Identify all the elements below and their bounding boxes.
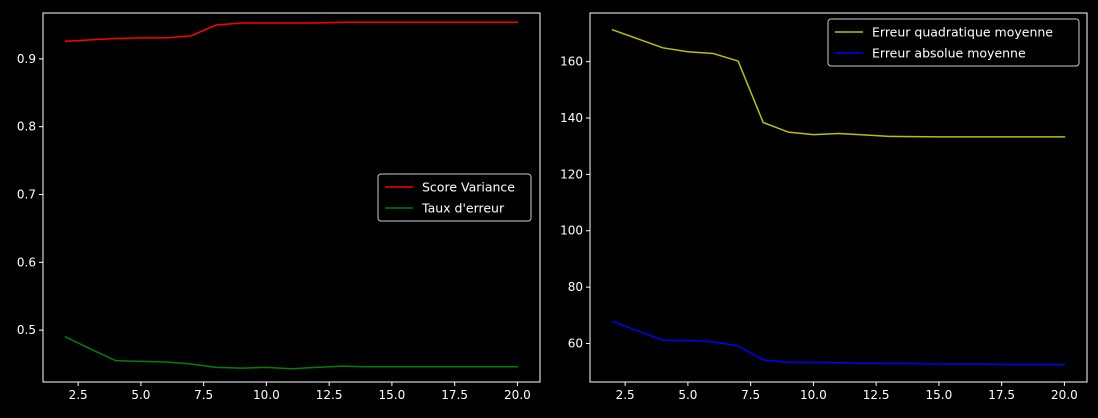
- y-tick-label: 100: [560, 224, 583, 238]
- right-chart-panel: 2.5 5.0 7.5 10.0 12.5 15.0 17.5 20.0 60 80 100 120 1…: [560, 12, 1088, 402]
- left-chart-panel: 2.5 5.0 7.5 10.0 12.5 15.0 17.5 20.0 0.5 0.6 0.7 0.…: [17, 12, 541, 402]
- legend-label: Erreur absolue moyenne: [872, 46, 1026, 61]
- legend: Erreur quadratique moyenne Erreur absolue…: [827, 18, 1080, 67]
- x-tick-label: 5.0: [678, 388, 697, 402]
- x-tick-label: 10.0: [253, 388, 280, 402]
- series-line-1: [64, 21, 519, 43]
- x-tick-label: 12.5: [863, 388, 890, 402]
- x-tick-label: 20.0: [504, 388, 531, 402]
- x-tick-label: 2.5: [616, 388, 635, 402]
- legend-label: Score Variance: [422, 180, 515, 195]
- x-tick-label: 2.5: [69, 388, 88, 402]
- x-tick-label: 5.0: [131, 388, 150, 402]
- series-line-1: [611, 28, 1066, 138]
- x-tick-label: 17.5: [441, 388, 468, 402]
- y-tick-label: 0.5: [17, 323, 36, 337]
- legend-label: Taux d'erreur: [421, 201, 505, 216]
- x-tick-label: 10.0: [800, 388, 827, 402]
- legend-box: [377, 173, 532, 222]
- x-tick-label: 17.5: [988, 388, 1015, 402]
- legend-label: Erreur quadratique moyenne: [872, 25, 1053, 40]
- series-line-2: [64, 335, 519, 370]
- y-tick-label: 0.6: [17, 255, 36, 269]
- x-tick-label: 15.0: [379, 388, 406, 402]
- x-tick-label: 12.5: [316, 388, 343, 402]
- y-tick-label: 140: [560, 111, 583, 125]
- y-tick-label: 0.9: [17, 52, 36, 66]
- y-tick-label: 120: [560, 167, 583, 181]
- series-line-2: [611, 320, 1066, 366]
- x-tick-label: 7.5: [194, 388, 213, 402]
- legend-box: [827, 18, 1080, 67]
- x-tick-label: 15.0: [926, 388, 953, 402]
- y-tick-label: 60: [568, 336, 583, 350]
- plot-area-frame: [589, 12, 1088, 383]
- y-tick-label: 0.7: [17, 188, 36, 202]
- y-tick-label: 160: [560, 55, 583, 69]
- y-tick-label: 80: [568, 280, 583, 294]
- legend: Score Variance Taux d'erreur: [377, 173, 532, 222]
- y-tick-label: 0.8: [17, 120, 36, 134]
- x-tick-label: 7.5: [741, 388, 760, 402]
- x-tick-label: 20.0: [1051, 388, 1078, 402]
